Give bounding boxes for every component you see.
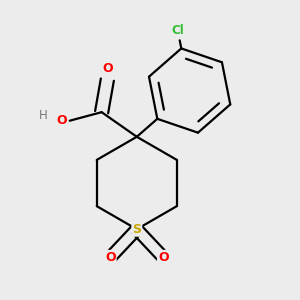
Text: O: O	[158, 251, 169, 264]
Text: S: S	[132, 223, 141, 236]
Text: O: O	[105, 251, 116, 264]
Text: Cl: Cl	[171, 24, 184, 37]
Text: O: O	[56, 114, 67, 127]
Text: O: O	[102, 61, 113, 75]
Text: H: H	[39, 109, 48, 122]
